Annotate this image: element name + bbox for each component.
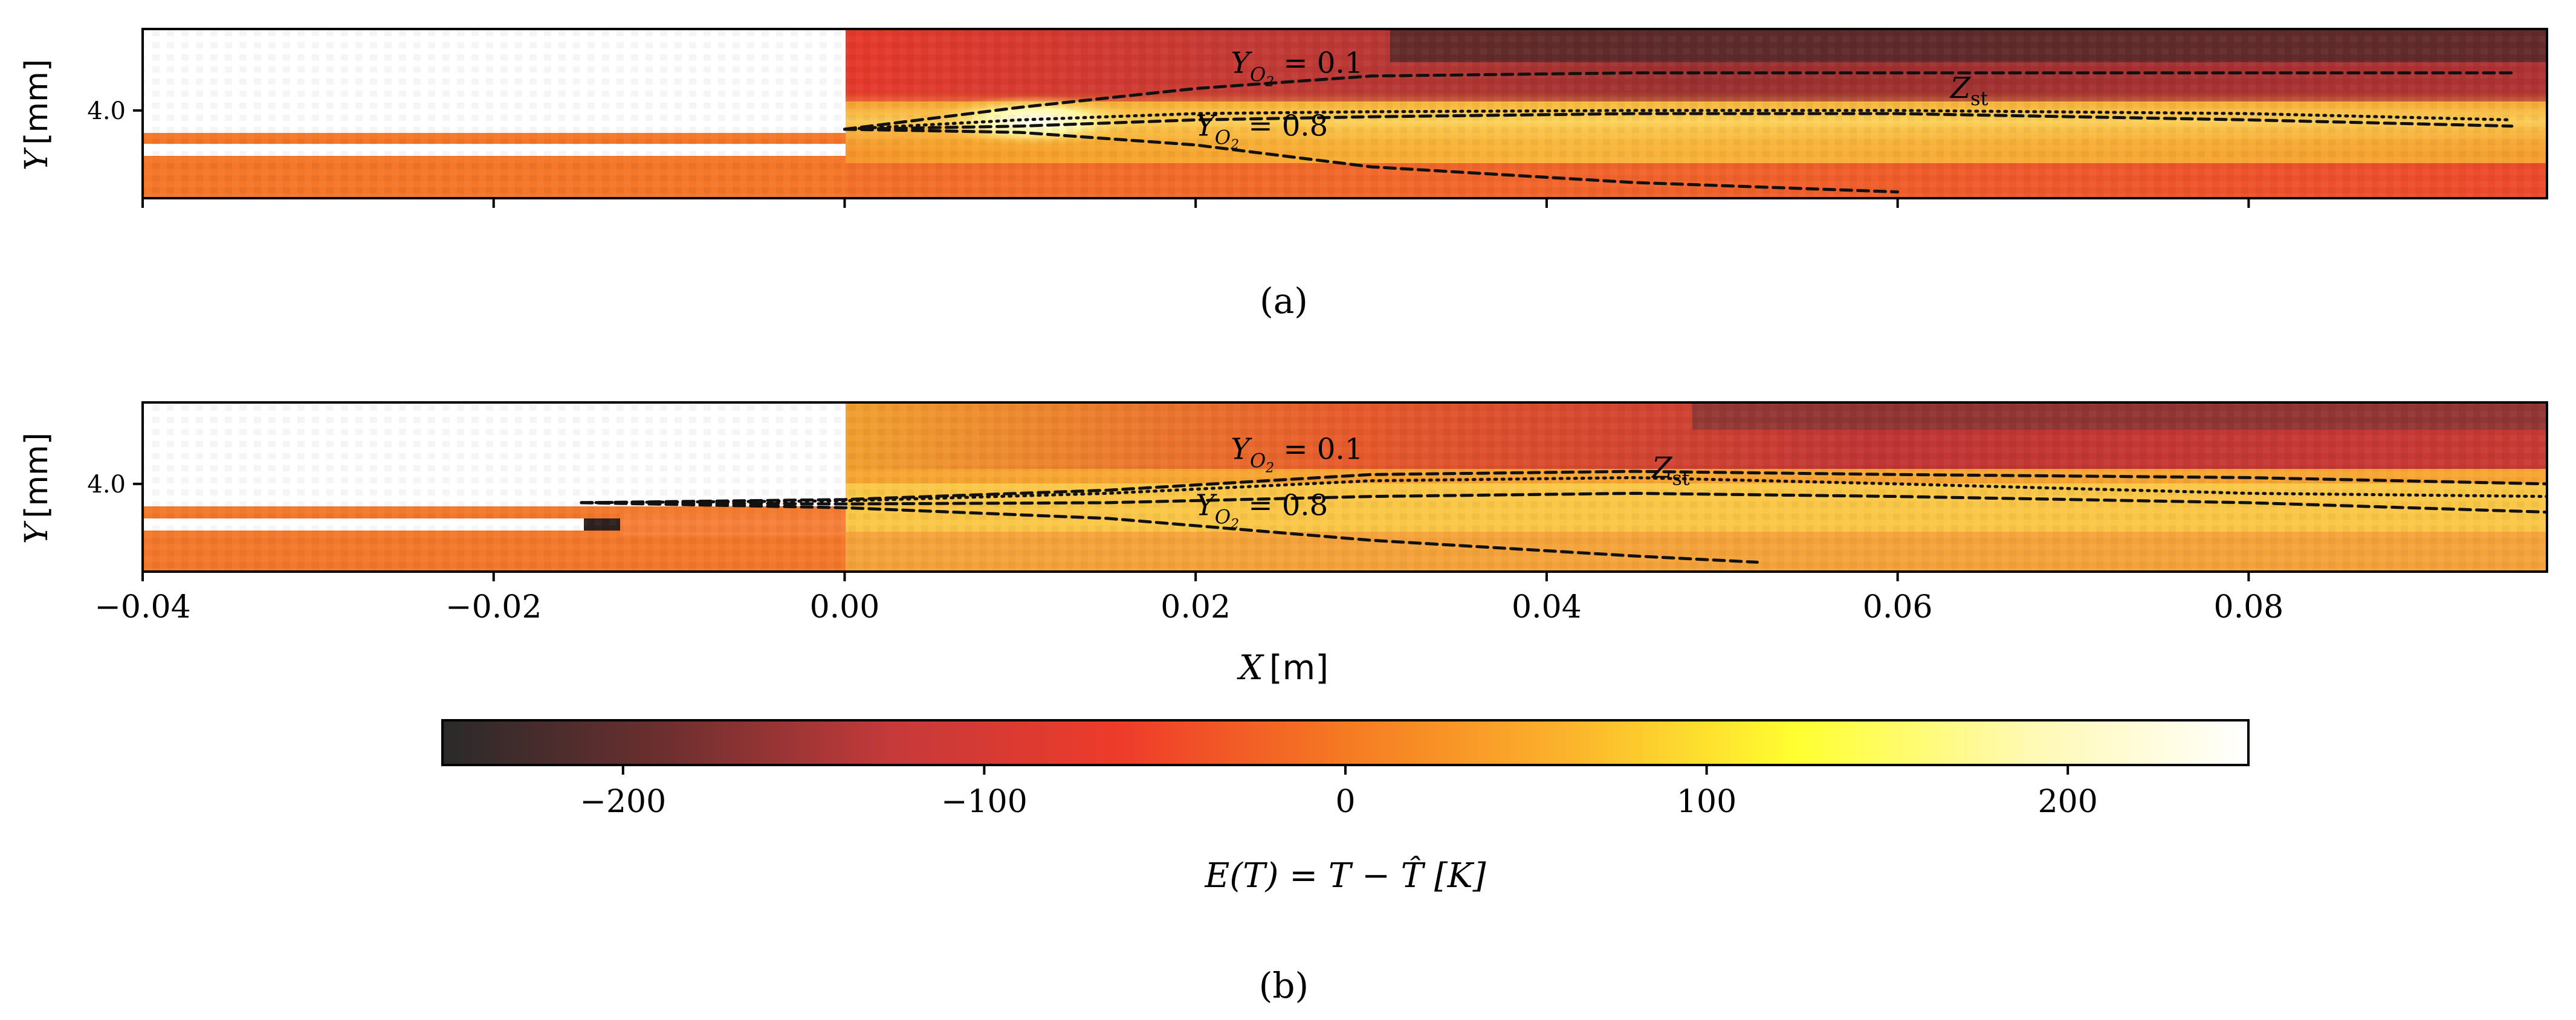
colorbar-gradient <box>441 719 2250 766</box>
xtick-label-b: 0.02 <box>1160 589 1231 625</box>
xtick-label-b: 0.08 <box>2213 589 2283 625</box>
colorbar-tick-label: 0 <box>1335 784 1355 820</box>
contour-b-z-st <box>580 476 2547 505</box>
contour-label-b-0: YO2 = 0.1 <box>1231 432 1363 476</box>
contour-a-y-o2-0-8 <box>843 112 2514 131</box>
colorbar-label: E(T) = T − T̂ [K] <box>1204 855 1486 896</box>
panel-b: YO2 = 0.1 YO2 = 0.8 Zst 4.0 −0.04 −0.02 0.00 0… <box>19 401 2548 1006</box>
ytick-label-b: 4.0 <box>87 471 126 499</box>
contour-label-a-2: Zst <box>1949 71 1989 110</box>
panel-a-caption: (a) <box>1260 280 1308 321</box>
colorbar: −200 −100 0 100 200 E(T) = T − T̂ [K] <box>441 719 2250 896</box>
panel-b-caption: (b) <box>1259 965 1309 1006</box>
contour-a-lower-contour <box>843 128 1900 194</box>
contour-b-y-o2-0-1 <box>580 470 2547 505</box>
colorbar-tick-label: −100 <box>941 784 1027 820</box>
panel-a-ylabel: Y[mm] <box>19 59 55 170</box>
panel-b-xlabel: X [m] <box>1237 648 1328 688</box>
contour-b-lower-contour <box>580 501 1759 564</box>
contour-label-b-2: Zst <box>1651 451 1690 489</box>
contour-b-y-o2-0-8 <box>580 491 2547 514</box>
panel-b-ylabel: Y[mm] <box>19 433 55 544</box>
contour-a-y-o2-0-1 <box>843 71 2514 131</box>
colorbar-tick-label: 200 <box>2038 784 2098 820</box>
ytick-label-a: 4.0 <box>87 97 126 125</box>
xtick-label-b: −0.04 <box>94 589 190 625</box>
xtick-label-b: 0.06 <box>1863 589 1933 625</box>
panel-a: YO2 = 0.1 YO2 = 0.8 Zst 4.0 Y[mm] (a) <box>19 28 2548 321</box>
xtick-label-b: −0.02 <box>445 589 542 625</box>
contour-label-a-1: YO2 = 0.8 <box>1196 109 1328 152</box>
contour-label-b-1: YO2 = 0.8 <box>1196 489 1328 532</box>
colorbar-tick-label: −200 <box>580 784 666 820</box>
contour-label-a-0: YO2 = 0.1 <box>1231 47 1363 90</box>
colorbar-tick-label: 100 <box>1677 784 1736 820</box>
xtick-label-b: 0.04 <box>1512 589 1582 625</box>
contour-a-z-st <box>843 109 2514 131</box>
xtick-label-b: 0.00 <box>810 589 880 625</box>
